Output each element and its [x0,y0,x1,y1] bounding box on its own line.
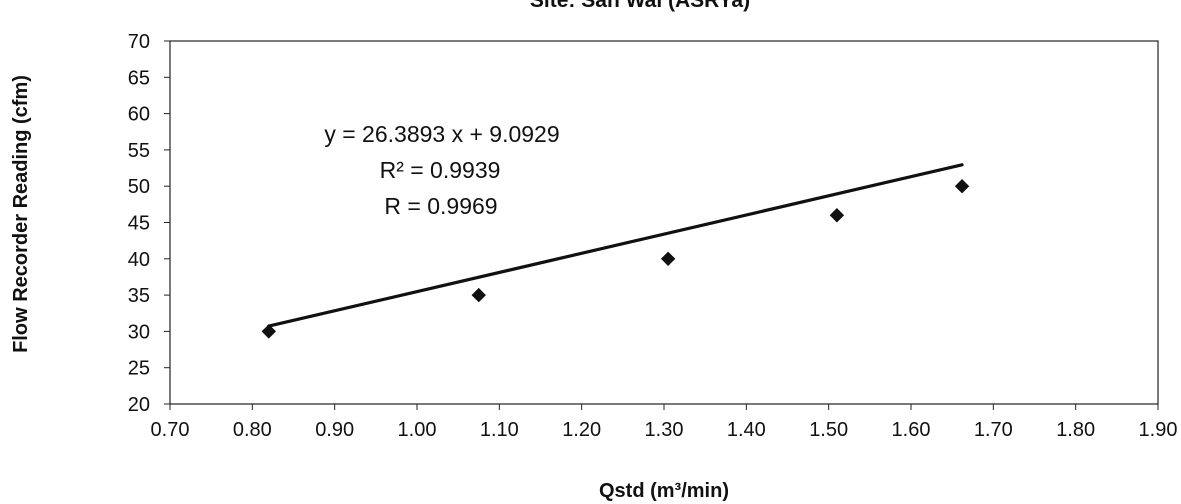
x-tick-label: 1.20 [562,419,601,441]
y-tick-label: 30 [128,321,150,343]
y-tick-label: 50 [128,176,150,198]
y-tick-label: 35 [128,285,150,307]
data-point [829,208,845,223]
regression-equation: y = 26.3893 x + 9.0929 [324,121,559,147]
x-tick-label: 1.10 [480,419,519,441]
regression-annotation: y = 26.3893 x + 9.0929 R² = 0.9939 R = 0… [324,121,559,219]
x-tick-label: 1.80 [1056,419,1095,441]
y-tick-label: 40 [128,249,150,271]
y-tick-label: 60 [128,104,150,126]
data-point [660,251,676,267]
r-label: R = 0.9969 [384,193,497,219]
x-tick-label: 1.60 [892,419,931,441]
trendline-group [267,163,964,328]
x-tick-label: 0.70 [151,419,190,441]
x-tick-label: 1.90 [1139,419,1178,441]
trendline [267,163,964,328]
y-axis: 20 25 30 35 40 45 50 55 60 65 70 [128,31,170,416]
x-tick-label: 0.80 [233,419,272,441]
data-point [471,287,486,303]
y-tick-label: 25 [128,358,150,380]
chart-title: Site: San Wai (ASRYa) [530,0,750,12]
y-tick-label: 55 [128,140,150,162]
data-point [261,324,277,339]
r-squared-label: R² = 0.9939 [380,157,501,183]
x-tick-label: 1.70 [974,419,1013,441]
y-tick-label: 20 [128,394,150,416]
y-tick-label: 45 [128,213,150,235]
x-axis: 0.70 0.80 0.90 1.00 1.10 1.20 1.30 1.40 1.50 1.60… [151,404,1178,441]
plot-frame [169,40,1159,405]
x-tick-label: 0.90 [315,419,354,441]
x-axis-title: Qstd (m³/min) [599,480,729,502]
x-tick-label: 1.50 [809,419,848,441]
data-point [954,178,970,194]
plot-area [169,40,1159,405]
x-tick-label: 1.30 [645,419,684,441]
data-points [261,178,970,339]
x-tick-label: 1.00 [398,419,437,441]
y-axis-title: Flow Recorder Reading (cfm) [10,75,32,353]
y-tick-label: 70 [128,31,150,53]
y-tick-label: 65 [128,67,150,89]
x-tick-label: 1.40 [727,419,766,441]
